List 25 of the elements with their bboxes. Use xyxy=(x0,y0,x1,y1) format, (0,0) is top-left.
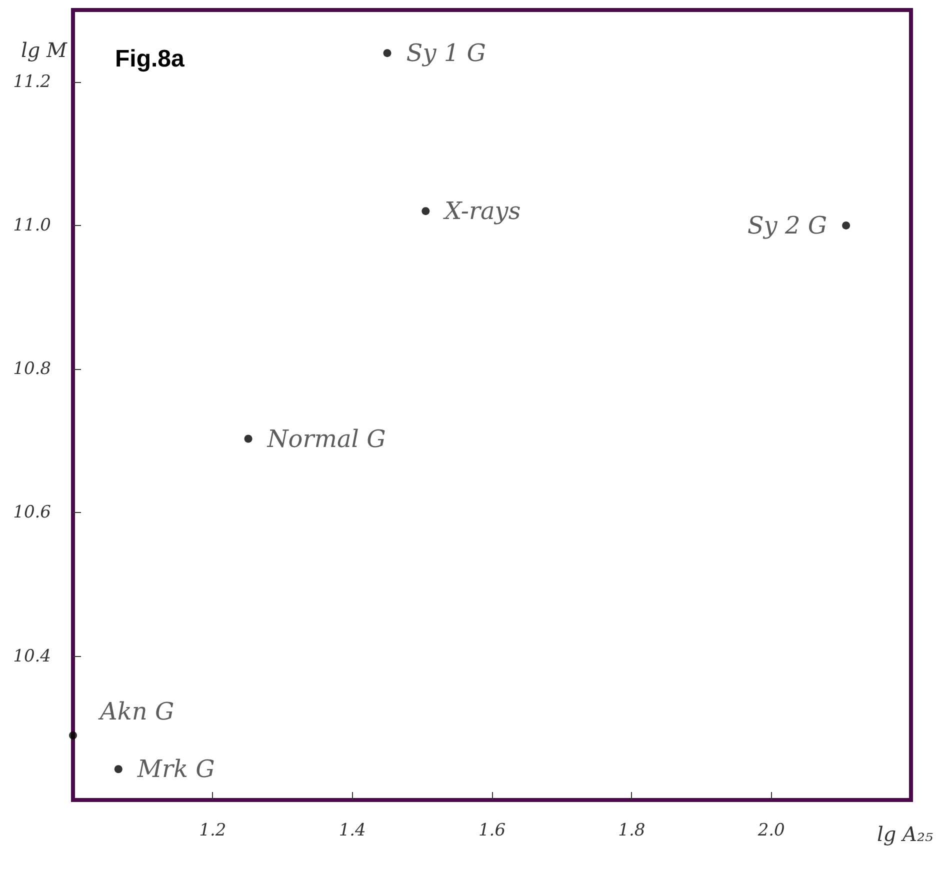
x-axis-title: lg A₂₅ xyxy=(876,822,933,846)
point xyxy=(114,765,122,774)
annotation: X-rays xyxy=(442,197,521,226)
point xyxy=(422,207,430,216)
y-tick-label: 10.4 xyxy=(13,646,51,666)
point xyxy=(244,434,252,443)
annotation: Akn G xyxy=(98,697,174,726)
point xyxy=(69,731,77,740)
x-tick-label: 1.4 xyxy=(338,820,366,840)
point xyxy=(842,221,850,230)
x-tick-label: 2.0 xyxy=(756,820,786,840)
annotation: Normal G xyxy=(266,424,386,453)
y-axis-title: lg M xyxy=(20,38,68,62)
point xyxy=(383,49,392,58)
annotation: Sy 1 G xyxy=(406,39,486,68)
x-tick-label: 1.8 xyxy=(618,820,646,840)
annotation: Sy 2 G xyxy=(747,211,828,240)
y-tick-label: 10.6 xyxy=(13,502,52,523)
y-tick-label: 11.0 xyxy=(13,215,52,236)
text: Fig.8a xyxy=(115,46,186,72)
annotation: Mrk G xyxy=(136,755,215,784)
x-tick-label: 1.6 xyxy=(478,820,506,840)
y-tick-label: 10.8 xyxy=(13,359,52,380)
y-tick-label: 11.2 xyxy=(13,72,51,92)
x-tick-label: 1.2 xyxy=(199,820,226,840)
